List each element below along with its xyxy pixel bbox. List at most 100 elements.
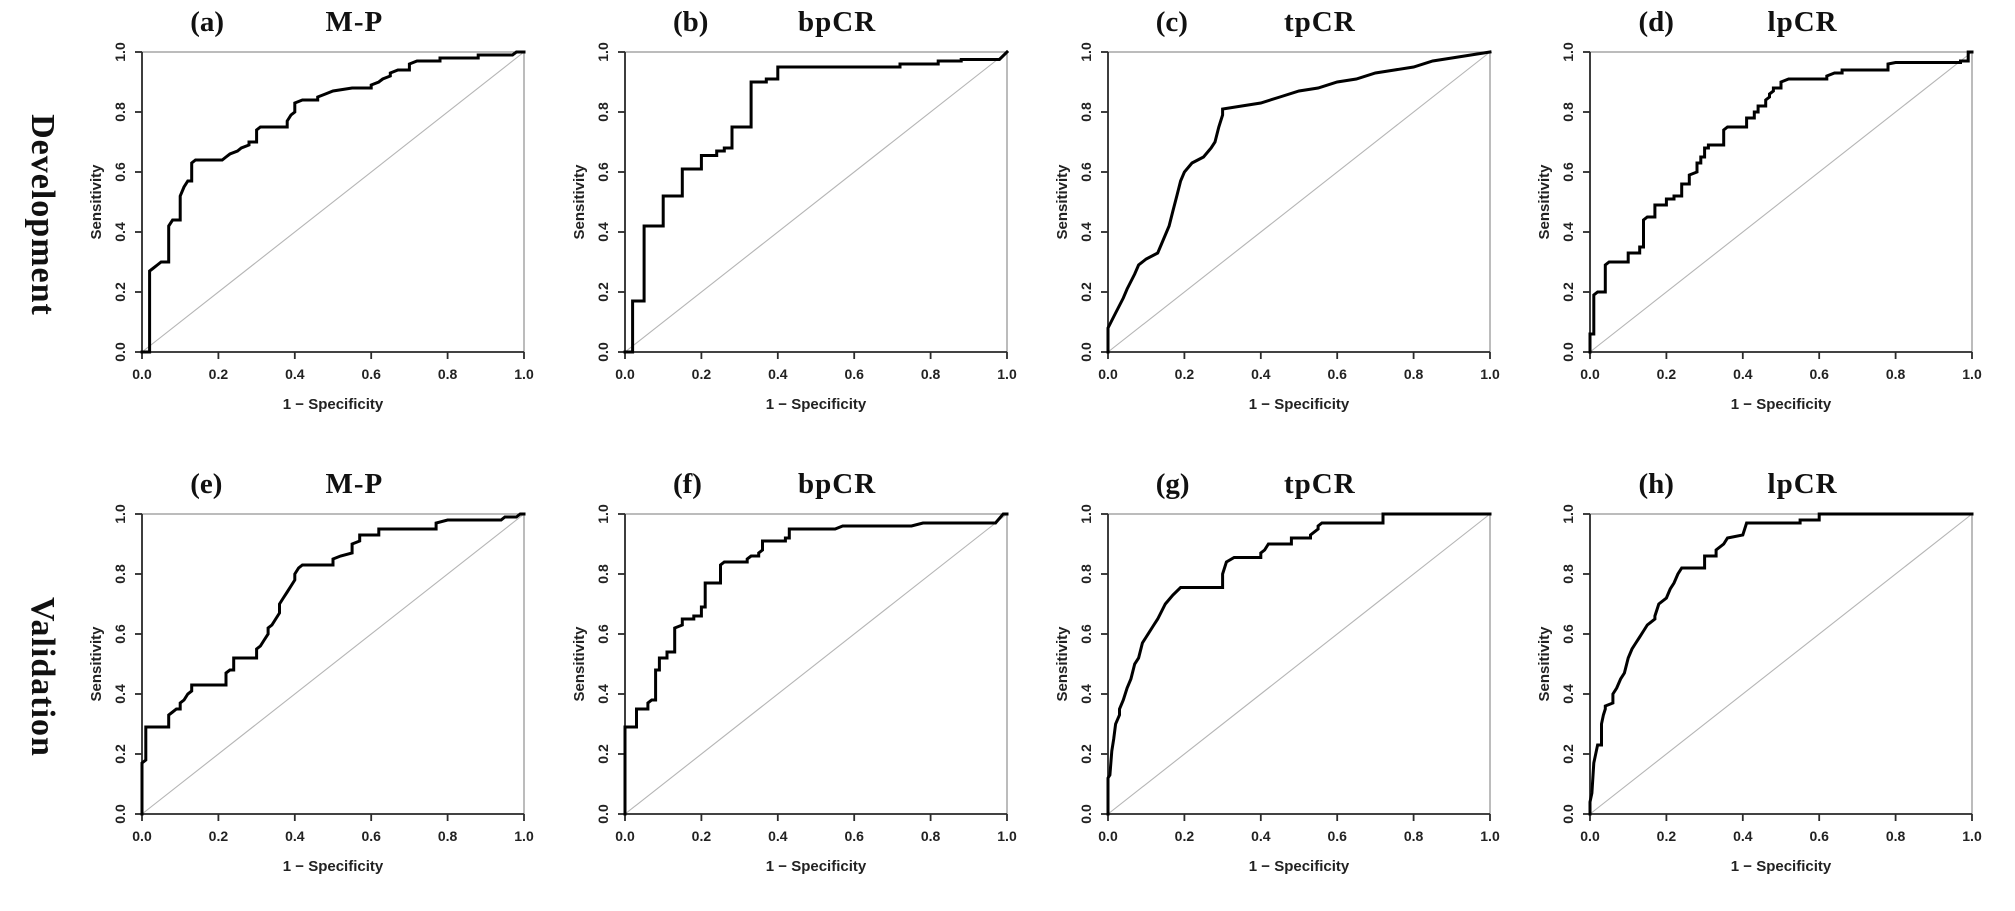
roc-plot-g: 0.00.0 0.2 0.2 0.4 0.4 0.6 0.6 0.8 0.8 1.0 1.0 1 − … xyxy=(1054,504,1500,875)
y-tick-label: 0.0 xyxy=(112,804,128,824)
roc-panel-f: (f) bpCR 0.0 0.0 0.2 0.2 0.4 0.4 0.6 0.6 0.8 0.8 1.0… xyxy=(567,466,1050,888)
y-tick-label: 0.6 xyxy=(1560,624,1576,644)
y-tick-label: 1.0 xyxy=(1560,504,1576,524)
y-axis-label: Sensitivity xyxy=(571,164,588,240)
panel-title-row-a: (a) M-P xyxy=(84,4,567,42)
panel-letter-h: (h) xyxy=(1638,468,1674,500)
x-axis-label: 1 − Specificity xyxy=(283,858,384,875)
x-tick-label: 0.4 xyxy=(768,828,788,844)
row-label-development: Development xyxy=(24,114,61,316)
panel-letter-g: (g) xyxy=(1155,468,1190,500)
x-tick-label: 0.6 xyxy=(1327,828,1347,844)
x-axis-label: 1 − Specificity xyxy=(1731,396,1832,413)
roc-curve-e xyxy=(140,512,526,816)
y-tick-label: 0.6 xyxy=(595,162,611,182)
panel-title-row-d: (d) lpCR xyxy=(1532,4,2015,42)
y-axis-label: Sensitivity xyxy=(1054,164,1071,240)
x-tick-label: 0.4 xyxy=(1733,366,1753,382)
y-tick-label: 0.4 xyxy=(595,684,611,704)
diagonal-reference-line xyxy=(1107,51,1490,353)
y-tick-label: 1.0 xyxy=(1078,504,1094,524)
panel-title-row-b: (b) bpCR xyxy=(567,4,1050,42)
x-tick-label: 0.0 xyxy=(615,828,635,844)
x-tick-label: 0.0 xyxy=(615,366,635,382)
x-tick-label: 0.8 xyxy=(438,828,458,844)
y-tick-label: 0.4 xyxy=(112,684,128,704)
x-tick-label: 0.6 xyxy=(1810,366,1830,382)
diagonal-reference-line xyxy=(1589,51,1973,353)
row-label-col-development: Development xyxy=(0,4,84,426)
x-axis-label: 1 − Specificity xyxy=(1731,858,1832,875)
roc-curve-h xyxy=(1588,512,1974,816)
row-label-validation: Validation xyxy=(24,597,62,757)
panel-name-h: lpCR xyxy=(1767,468,1838,500)
x-tick-label: 0.8 xyxy=(1886,366,1906,382)
roc-panel-e: (e) M-P 0.0 0.0 0.2 0.2 0.4 0.4 0.6 0.6 0.8 0.8 1.0 1… xyxy=(84,466,567,888)
x-tick-label: 0.6 xyxy=(1810,828,1830,844)
y-tick-label: 0.8 xyxy=(112,102,128,122)
roc-panel-c: (c) tpCR 0.0 0.0 0.2 0.2 0.4 0.4 0.6 0.6 0.8 0.8 1.0… xyxy=(1050,4,1533,426)
x-tick-label: 1.0 xyxy=(997,366,1017,382)
y-tick-label: 0.2 xyxy=(1078,744,1094,764)
y-tick-label: 0.2 xyxy=(595,282,611,302)
roc-panel-g: (g) tpCR 0.0 0.0 0.2 0.2 0.4 0.4 0.6 0.6 0.8 0.8 1.0… xyxy=(1050,466,1533,888)
y-tick-label: 1.0 xyxy=(595,504,611,524)
y-tick-label: 0.6 xyxy=(1078,624,1094,644)
x-tick-label: 0.8 xyxy=(438,366,458,382)
x-tick-label: 0.8 xyxy=(1403,366,1423,382)
roc-plot-h: 0.0 0.0 0.2 0.2 0.4 0.4 0.6 0.6 0.8 0.8 1.0 1.0 1 − … xyxy=(1536,504,1983,875)
y-tick-label: 1.0 xyxy=(595,42,611,62)
panel-title-row-g: (g) tpCR xyxy=(1050,466,1533,504)
y-tick-label: 0.2 xyxy=(595,744,611,764)
x-tick-label: 1.0 xyxy=(514,366,534,382)
y-tick-label: 1.0 xyxy=(1560,42,1576,62)
y-tick-label: 0.8 xyxy=(1078,564,1094,584)
panel-letter-e: (e) xyxy=(190,468,223,500)
y-tick-label: 0.0 xyxy=(1560,804,1576,824)
x-tick-label: 0.8 xyxy=(921,366,941,382)
y-tick-label: 0.4 xyxy=(1560,684,1576,704)
x-tick-label: 0.4 xyxy=(285,366,305,382)
y-tick-label: 0.8 xyxy=(1078,102,1094,122)
y-tick-label: 1.0 xyxy=(1078,42,1094,62)
roc-plot-e: 0.00.0 0.2 0.2 0.4 0.4 0.6 0.6 0.8 0.8 1.0 1.0 1 − … xyxy=(88,504,534,875)
y-tick-label: 0.6 xyxy=(112,162,128,182)
roc-plot-f: 0.00.0 0.2 0.2 0.4 0.4 0.6 0.6 0.8 0.8 1.0 1.0 1 − … xyxy=(571,504,1017,875)
row-panels-validation: (e) M-P 0.0 0.0 0.2 0.2 0.4 0.4 0.6 0.6 0.8 0.8 1.0 1… xyxy=(84,466,2015,888)
roc-panel-d: (d) lpCR 0.0 0.0 0.2 0.2 0.4 0.4 0.6 0.6 0.8 0.8 1.0… xyxy=(1532,4,2015,426)
panel-name-f: bpCR xyxy=(798,468,877,500)
x-tick-label: 0.6 xyxy=(1327,366,1347,382)
y-tick-label: 0.8 xyxy=(595,564,611,584)
y-tick-label: 0.4 xyxy=(1560,222,1576,242)
x-tick-label: 1.0 xyxy=(1480,828,1500,844)
x-tick-label: 0.0 xyxy=(1098,828,1118,844)
y-tick-label: 0.0 xyxy=(595,804,611,824)
roc-panel-a: (a) M-P 0.0 0.0 0.2 0.2 0.4 0.4 0.6 0.6 0.8 0.8 1.0 1… xyxy=(84,4,567,426)
panel-name-c: tpCR xyxy=(1283,6,1356,38)
roc-plot-d: 0.0 0.0 0.2 0.2 0.4 0.4 0.6 0.6 0.8 0.8 1.0 1.0 1 − … xyxy=(1536,42,1982,413)
x-tick-label: 0.0 xyxy=(1581,828,1601,844)
x-tick-label: 0.2 xyxy=(1174,828,1194,844)
panel-title-row-h: (h) lpCR xyxy=(1532,466,2015,504)
x-tick-label: 0.8 xyxy=(1403,828,1423,844)
panel-name-a: M-P xyxy=(325,6,384,38)
panel-letter-c: (c) xyxy=(1155,6,1188,38)
y-tick-label: 0.4 xyxy=(595,222,611,242)
x-axis-label: 1 − Specificity xyxy=(766,858,867,875)
x-tick-label: 0.0 xyxy=(1098,366,1118,382)
y-axis-label: Sensitivity xyxy=(1536,626,1553,702)
y-axis-label: Sensitivity xyxy=(571,626,588,702)
roc-curve-d xyxy=(1588,50,1974,354)
row-panels-development: (a) M-P 0.0 0.0 0.2 0.2 0.4 0.4 0.6 0.6 0.8 0.8 1.0 1… xyxy=(84,4,2015,426)
x-tick-label: 0.0 xyxy=(132,828,152,844)
x-tick-label: 0.4 xyxy=(768,366,788,382)
panel-name-b: bpCR xyxy=(798,6,877,38)
x-tick-label: 1.0 xyxy=(1963,828,1983,844)
roc-panel-h: (h) lpCR 0.0 0.0 0.2 0.2 0.4 0.4 0.6 0.6 0.8 0.8 1.0… xyxy=(1532,466,2015,888)
x-tick-label: 0.6 xyxy=(361,366,381,382)
panel-name-d: lpCR xyxy=(1767,6,1838,38)
y-tick-label: 0.6 xyxy=(1560,162,1576,182)
y-tick-label: 0.0 xyxy=(112,342,128,362)
roc-plot-c: 0.00.0 0.2 0.2 0.4 0.4 0.6 0.6 0.8 0.8 1.0 1.0 1 − … xyxy=(1054,42,1500,413)
y-tick-label: 0.6 xyxy=(112,624,128,644)
